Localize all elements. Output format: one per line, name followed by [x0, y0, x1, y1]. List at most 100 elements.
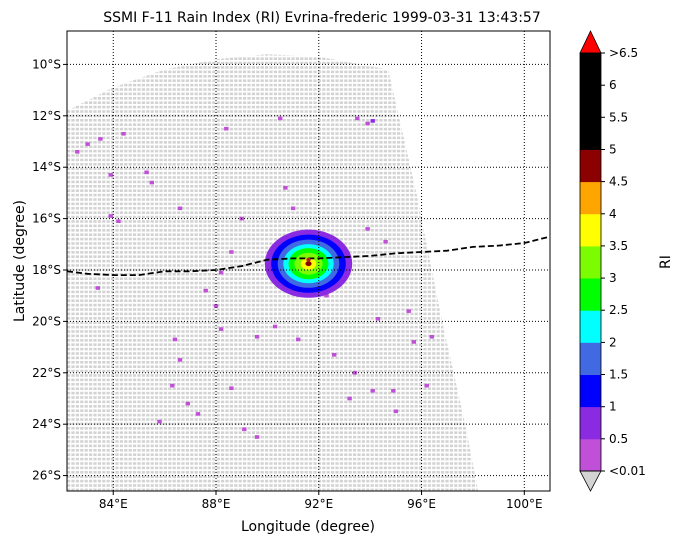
swath-pixel [322, 193, 326, 197]
swath-pixel [331, 207, 335, 210]
swath-pixel [229, 114, 233, 118]
swath-pixel [221, 154, 225, 157]
swath-pixel [247, 79, 251, 82]
swath-pixel [357, 171, 361, 175]
swath-pixel [370, 75, 374, 78]
swath-pixel [317, 57, 321, 60]
swath-pixel [278, 88, 282, 91]
swath-pixel [304, 127, 308, 131]
swath-pixel [322, 163, 326, 166]
swath-pixel [137, 180, 141, 184]
swath-pixel [199, 79, 203, 82]
swath-pixel [366, 127, 370, 131]
swath-pixel [137, 193, 141, 197]
swath-pixel [317, 198, 321, 201]
swath-pixel [265, 75, 269, 78]
swath-pixel [168, 83, 172, 87]
swath-pixel [177, 193, 181, 197]
swath-pixel [269, 141, 273, 144]
swath-pixel [335, 158, 339, 162]
swath-pixel [388, 83, 392, 87]
swath-pixel [326, 132, 330, 135]
swath-pixel [397, 127, 401, 131]
swath-pixel [326, 92, 330, 96]
swath-pixel [287, 123, 291, 126]
swath-pixel [71, 171, 75, 175]
swath-pixel [111, 180, 115, 184]
swath-pixel [207, 114, 211, 118]
swath-pixel [229, 185, 233, 188]
swath-pixel [128, 229, 132, 232]
swath-pixel [247, 75, 251, 78]
swath-pixel [146, 123, 150, 126]
swath-pixel [410, 202, 414, 206]
swath-pixel [313, 176, 317, 179]
swath-pixel [155, 220, 159, 223]
swath-pixel [383, 189, 387, 192]
swath-pixel [317, 215, 321, 219]
swath-pixel [335, 207, 339, 210]
swath-pixel [115, 132, 119, 135]
swath-pixel [339, 180, 343, 184]
swath-pixel [185, 185, 189, 188]
swath-pixel [339, 70, 343, 74]
swath-pixel [238, 145, 242, 148]
swath-pixel [388, 114, 392, 118]
swath-pixel [353, 83, 357, 87]
swath-pixel [216, 88, 220, 91]
swath-pixel [401, 167, 405, 170]
swath-pixel [392, 207, 396, 210]
swath-pixel [260, 176, 264, 179]
swath-pixel [159, 185, 163, 188]
swath-pixel [388, 92, 392, 96]
swath-pixel [185, 224, 189, 228]
swath-pixel [168, 79, 172, 82]
swath-pixel [212, 167, 216, 170]
swath-pixel [331, 61, 335, 65]
swath-pixel [361, 75, 365, 78]
swath-pixel [89, 229, 93, 232]
swath-pixel [80, 114, 84, 118]
swath-pixel [225, 167, 229, 170]
swath-pixel [216, 141, 220, 144]
swath-pixel [84, 193, 88, 197]
swath-pixel [353, 158, 357, 162]
swath-pixel [383, 79, 387, 82]
swath-pixel [106, 114, 110, 118]
swath-pixel [243, 101, 247, 104]
swath-pixel [67, 185, 71, 188]
swath-pixel [405, 154, 409, 157]
swath-pixel [331, 127, 335, 131]
swath-pixel [238, 141, 242, 144]
swath-pixel [317, 176, 321, 179]
swath-pixel [141, 207, 145, 210]
swath-pixel [137, 92, 141, 96]
swath-pixel [234, 158, 238, 162]
swath-pixel [300, 180, 304, 184]
swath-pixel [331, 119, 335, 122]
swath-pixel [159, 79, 163, 82]
swath-pixel [339, 207, 343, 210]
swath-pixel [102, 215, 106, 219]
swath-pixel [322, 211, 326, 214]
swath-pixel [124, 198, 128, 201]
swath-pixel [229, 92, 233, 96]
swath-pixel [128, 119, 132, 122]
swath-pixel [212, 215, 216, 219]
swath-pixel [348, 88, 352, 91]
swath-pixel [203, 215, 207, 219]
swath-pixel [207, 163, 211, 166]
swath-pixel [287, 154, 291, 157]
swath-pixel [221, 189, 225, 192]
swath-pixel [146, 220, 150, 223]
swath-pixel [260, 198, 264, 201]
swath-pixel [251, 88, 255, 91]
swath-pixel [287, 127, 291, 131]
swath-pixel [322, 176, 326, 179]
swath-pixel [124, 220, 128, 223]
swath-pixel [75, 123, 79, 126]
swath-pixel [133, 215, 137, 219]
swath-pixel [225, 136, 229, 140]
swath-pixel [124, 132, 128, 135]
swath-pixel [102, 149, 106, 153]
